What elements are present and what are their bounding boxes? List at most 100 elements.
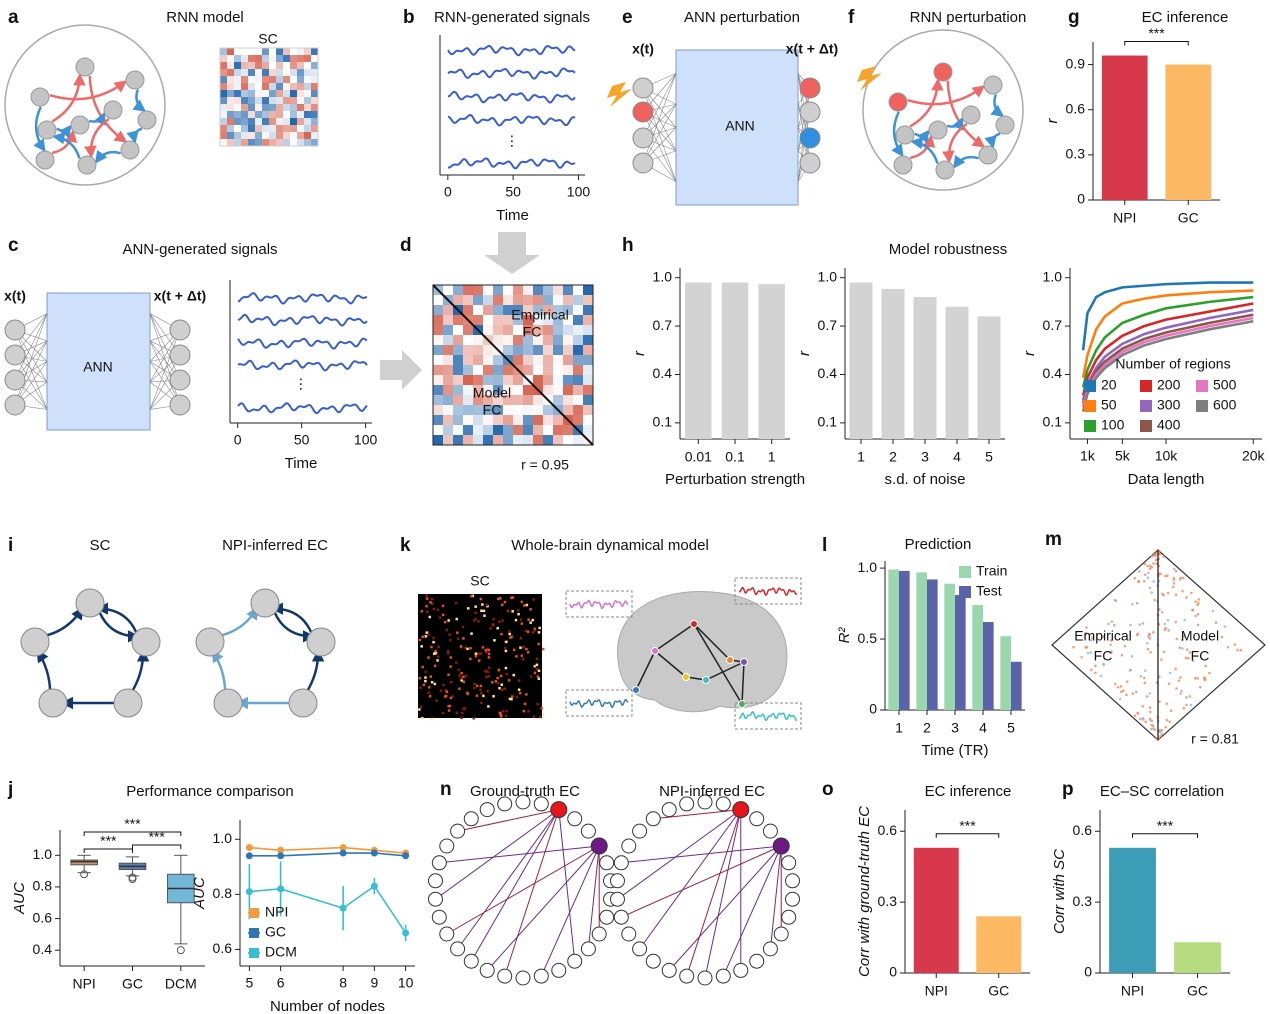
significance-bracket: [1132, 833, 1198, 838]
sc-entry: [523, 702, 527, 706]
ring-node: [599, 855, 615, 871]
edge: [94, 149, 121, 164]
x-tick-label: 20k: [1242, 448, 1266, 464]
heatmap-cell: [523, 325, 534, 336]
ring-node: [450, 823, 466, 839]
sc-entry: [474, 611, 477, 615]
y-axis-label: R²: [836, 627, 853, 644]
x-tick-label: 2: [923, 720, 931, 736]
sc-entry: [501, 688, 504, 692]
heatmap-cell: [241, 69, 249, 77]
ec-edge: [639, 809, 742, 950]
heatmap-cell: [283, 111, 291, 119]
fc-entry: [1167, 682, 1171, 685]
sc-entry: [525, 693, 528, 696]
diagram-text: ⋮: [505, 133, 519, 149]
ec-edge: [704, 809, 742, 979]
heatmap-cell: [543, 285, 554, 296]
sc-entry: [481, 646, 485, 649]
sc-entry: [535, 663, 539, 667]
fc-entry: [1135, 633, 1139, 637]
ring-node: [551, 962, 567, 978]
brain-edge: [705, 661, 745, 681]
heatmap-cell: [276, 132, 284, 140]
sc-entry: [439, 689, 443, 692]
significance-bracket: [83, 848, 133, 853]
sc-entry: [482, 694, 485, 698]
heatmap-cell: [220, 97, 228, 105]
heatmap-cell: [533, 375, 544, 386]
sc-entry: [519, 618, 523, 621]
heatmap-cell: [483, 285, 494, 296]
heatmap-cell: [255, 48, 263, 56]
signal-box: [565, 689, 633, 717]
graph-node: [288, 688, 318, 718]
fc-entry: [1146, 647, 1150, 651]
fc-entry: [1164, 626, 1168, 630]
sc-entry: [470, 594, 473, 598]
fc-entry: [1180, 638, 1184, 642]
fc-entry: [1151, 724, 1155, 728]
network-boundary: [862, 29, 1024, 191]
heatmap-cell: [290, 90, 298, 98]
heatmap-cell: [311, 69, 319, 77]
heatmap-cell: [523, 285, 534, 296]
sc-entry: [425, 631, 429, 634]
heatmap-cell: [493, 435, 504, 446]
sc-entry: [538, 715, 542, 719]
heatmap-cell: [290, 125, 298, 133]
sc-entry: [487, 705, 490, 708]
heatmap-cell: [453, 415, 464, 426]
fc-entry: [1149, 650, 1152, 654]
heatmap-cell: [473, 335, 484, 346]
sc-entry: [527, 710, 530, 713]
heatmap-cell: [290, 76, 298, 84]
fc-entry: [1148, 567, 1152, 571]
fc-entry: [1148, 717, 1152, 720]
sc-entry: [474, 617, 477, 621]
heatmap-cell: [304, 104, 312, 112]
x-tick-label: 3: [921, 449, 929, 465]
sc-entry: [485, 651, 488, 654]
sc-entry: [474, 654, 478, 658]
fc-entry: [1175, 637, 1179, 641]
sc-entry: [537, 642, 540, 646]
ec-edge: [470, 809, 560, 962]
network-node: [75, 57, 95, 77]
fc-entry: [1172, 567, 1176, 571]
fc-entry: [1141, 716, 1145, 720]
heatmap-cell: [262, 62, 270, 70]
heatmap-cell: [483, 395, 494, 406]
sc-entry: [450, 680, 453, 684]
heatmap-cell: [543, 375, 554, 386]
heatmap-cell: [248, 83, 256, 91]
diagram-text: Performance comparison: [126, 783, 294, 800]
sc-entry: [444, 689, 447, 692]
edge: [907, 85, 986, 106]
sc-entry: [524, 629, 528, 632]
legend-label: 50: [1101, 397, 1117, 413]
ring-node: [463, 811, 479, 827]
perturbation-icon: [857, 66, 882, 91]
heatmap-cell: [220, 55, 228, 63]
x-tick-label: 0: [444, 184, 452, 200]
heatmap-cell: [553, 375, 564, 386]
heatmap-cell: [583, 365, 594, 376]
sc-entry: [535, 667, 539, 671]
heatmap-cell: [227, 69, 235, 77]
sc-entry: [441, 711, 445, 715]
heatmap-cell: [255, 104, 263, 112]
heatmap-cell: [290, 118, 298, 126]
fc-entry: [1196, 677, 1200, 680]
heatmap-cell: [463, 415, 474, 426]
sc-entry: [508, 630, 511, 633]
sc-entry: [449, 665, 452, 668]
heatmap-cell: [533, 365, 544, 376]
x-tick-label: 0: [234, 432, 242, 448]
heatmap-cell: [304, 55, 312, 63]
heatmap-cell: [553, 385, 564, 396]
fc-entry: [1188, 651, 1192, 654]
fc-entry: [1184, 656, 1188, 660]
legend-label: NPI: [265, 904, 288, 920]
sc-entry: [447, 673, 450, 676]
